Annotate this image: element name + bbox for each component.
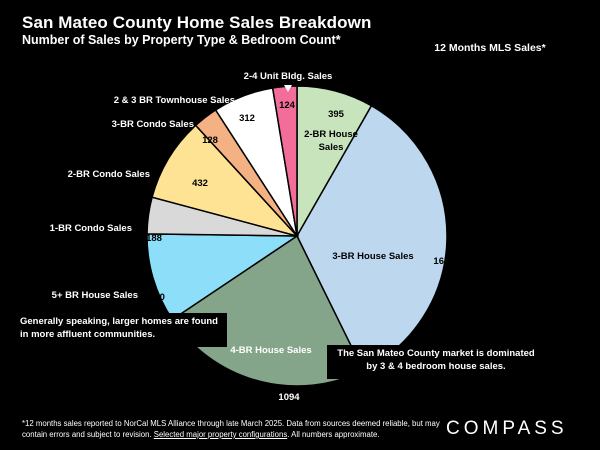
pie-slices [146, 85, 448, 387]
slice-value-6: 432 [192, 178, 208, 189]
pie-labels: 395 2-BR House Sales 1647 3-BR House Sales 10… [50, 71, 455, 403]
footnote-text: *12 months sales reported to NorCal MLS … [22, 419, 440, 439]
slice-label-2: 3-BR House Sales [332, 251, 413, 262]
slice-label-3: 4-BR House Sales [230, 345, 311, 356]
slice-label-7: 3-BR Condo Sales [112, 119, 194, 130]
slice-label-4: 5+ BR House Sales [52, 290, 138, 301]
callout-affluent: Generally speaking, larger homes are fou… [16, 313, 227, 347]
callout-market: The San Mateo County market is dominated… [327, 345, 545, 379]
footnote-link[interactable]: Selected major property configurations [153, 430, 288, 439]
slice-label-6: 2-BR Condo Sales [68, 169, 150, 180]
slice-value-3: 1094 [278, 392, 300, 403]
footnote-tail: . All numbers approximate. [287, 430, 380, 439]
pie-slice-6 [151, 124, 300, 238]
slice-value-5: 188 [146, 233, 162, 244]
chart-title: San Mateo County Home Sales Breakdown [22, 13, 372, 32]
slice-value-9: 124 [279, 100, 296, 111]
slice-value-1: 395 [328, 109, 345, 120]
chart-subtitle: Number of Sales by Property Type & Bedro… [22, 33, 341, 47]
slice-label-8: 2 & 3 BR Townhouse Sales [114, 95, 235, 106]
footnote: *12 months sales reported to NorCal MLS … [22, 418, 442, 440]
period-label: 12 Months MLS Sales* [434, 42, 546, 54]
pie-slice-9 [271, 85, 298, 237]
slice-label-9: 2-4 Unit Bldg. Sales [244, 71, 333, 82]
pointer-arrow-icon [284, 85, 292, 92]
slice-value-2: 1647 [433, 256, 454, 267]
slice-value-7: 128 [202, 135, 218, 146]
slice-value-4: 460 [149, 292, 165, 303]
slice-label-5: 1-BR Condo Sales [50, 223, 132, 234]
compass-logo: COMPASS [446, 418, 568, 439]
slice-value-8: 312 [239, 113, 255, 124]
slice-label-1: 2-BR House Sales [304, 129, 358, 153]
